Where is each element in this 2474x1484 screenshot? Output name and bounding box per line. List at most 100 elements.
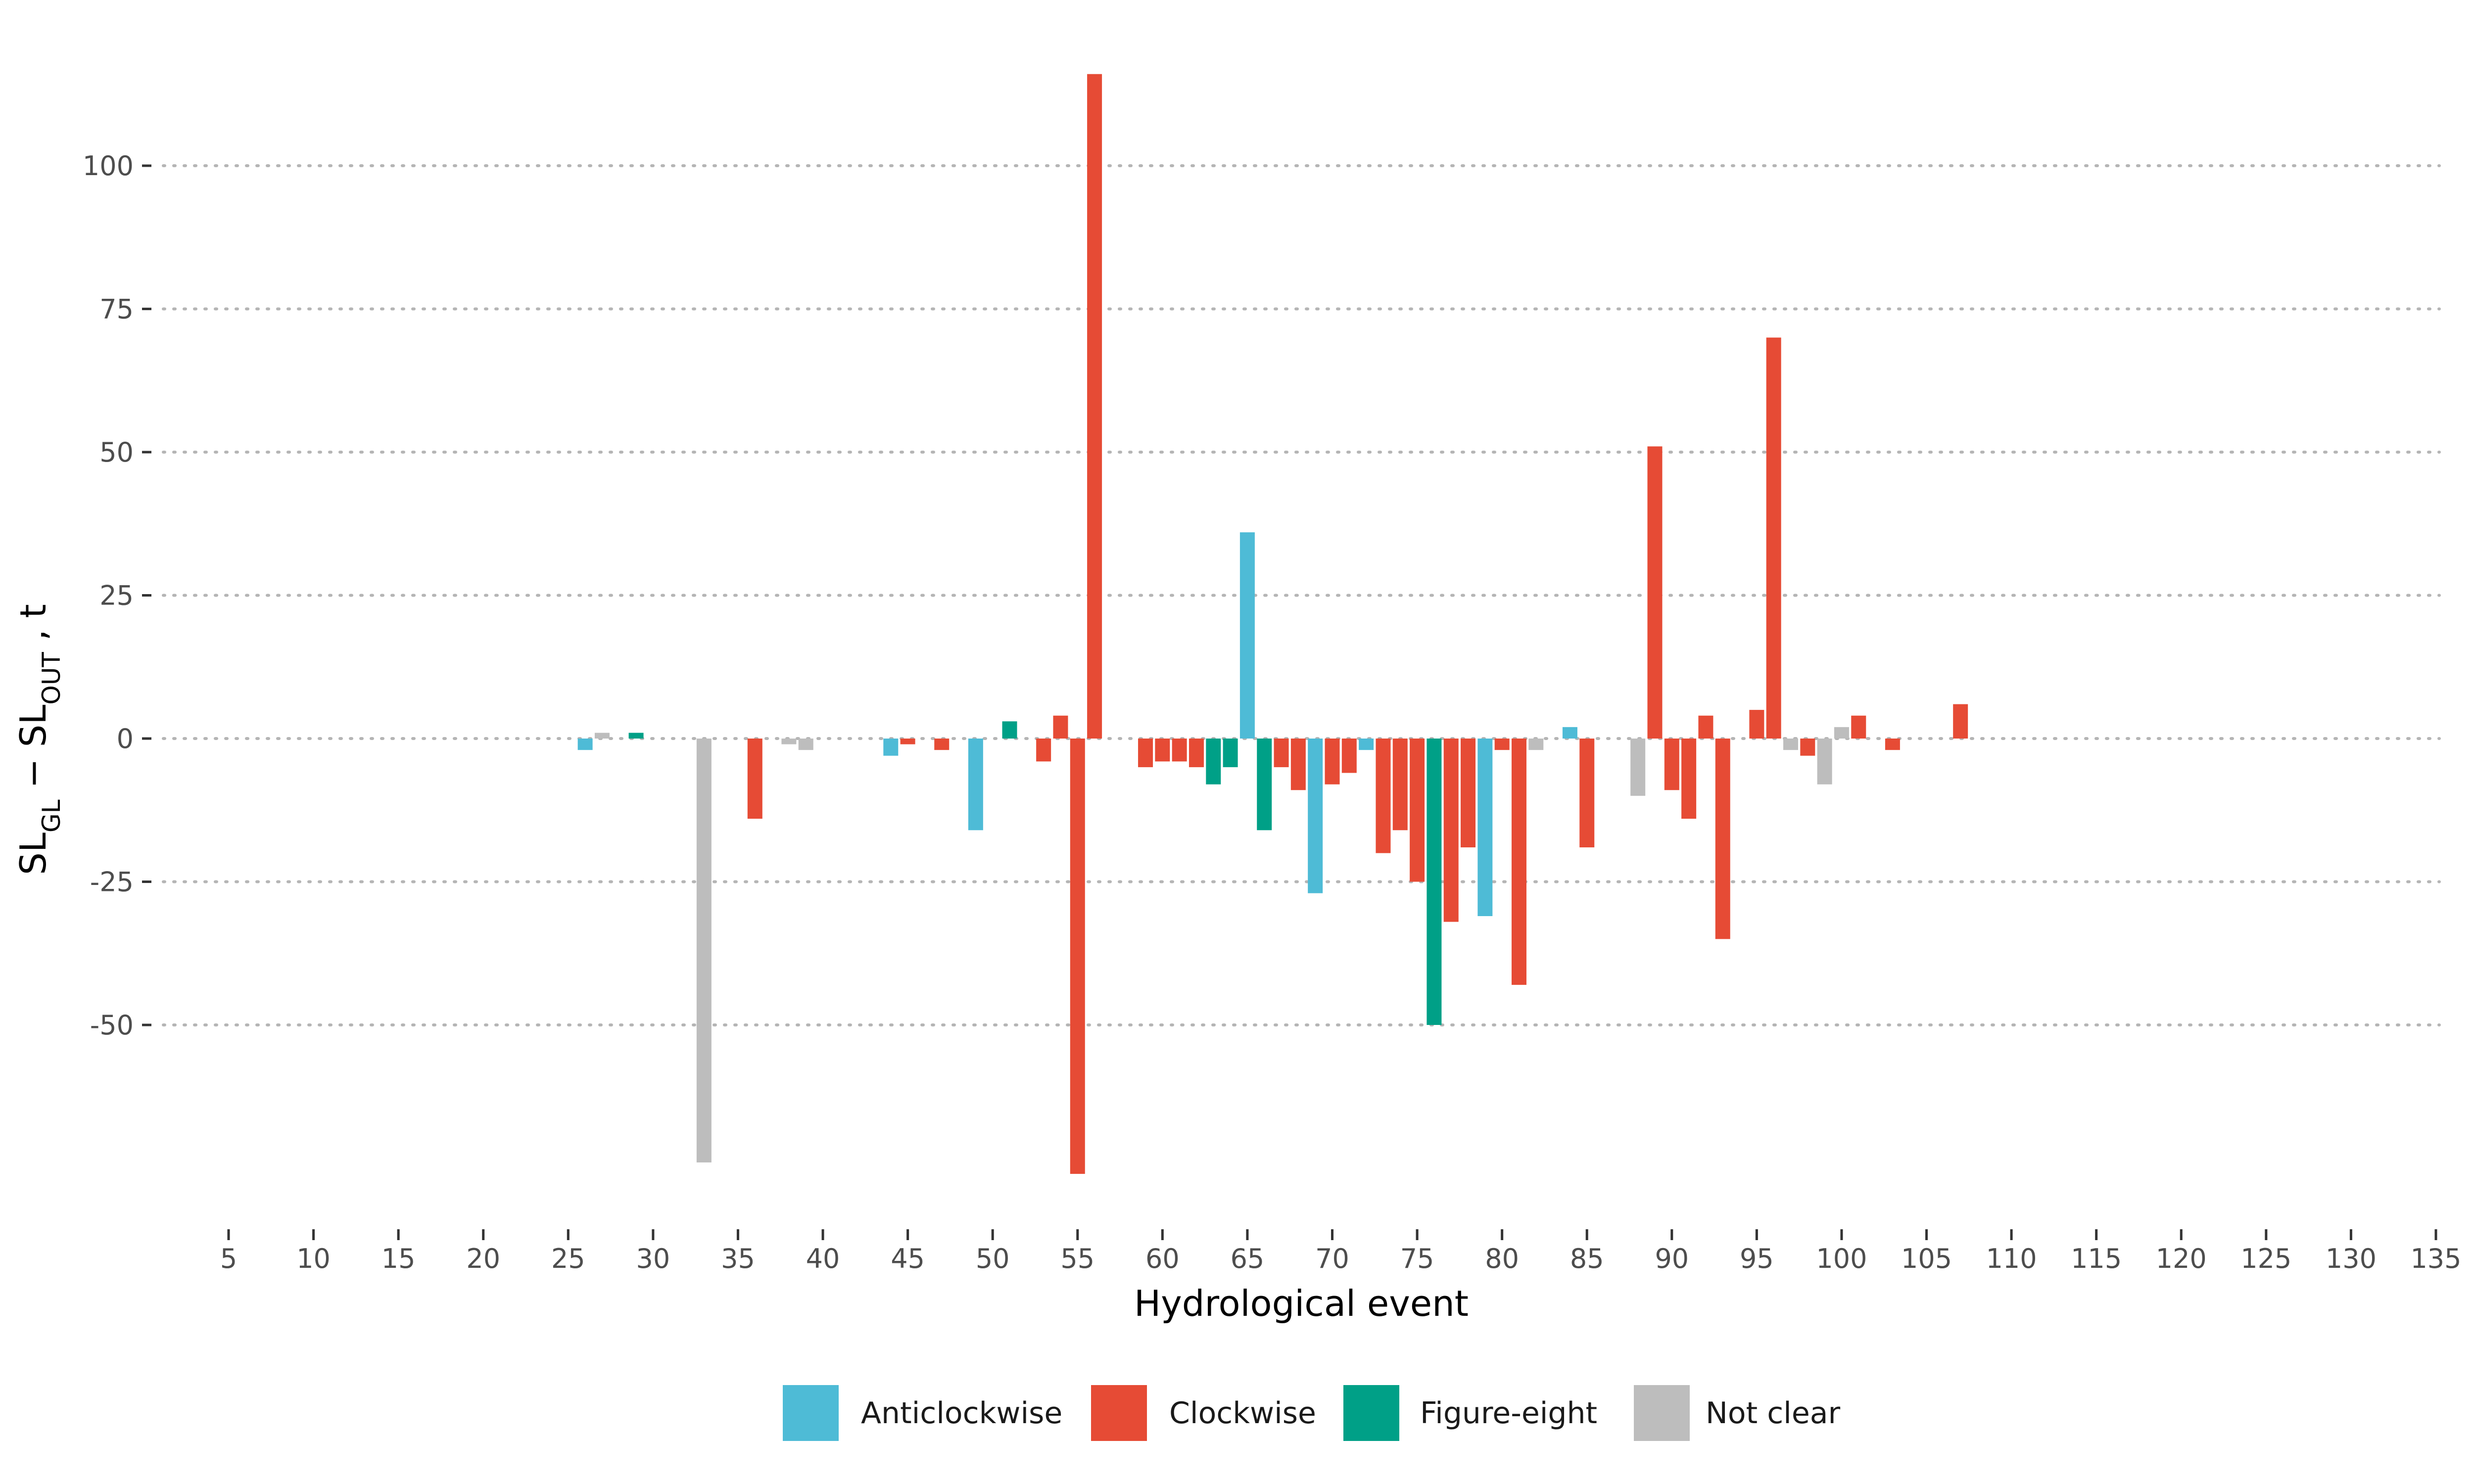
y-axis-title-sub1: GL: [37, 799, 66, 833]
y-axis-title-base1: SL: [12, 833, 54, 875]
x-tick-label: 115: [2071, 1243, 2122, 1274]
svg-text:SLGL − SLOUT , t: SLGL − SLOUT , t: [12, 604, 66, 875]
legend-label-not-clear: Not clear: [1706, 1396, 1841, 1431]
bar-event-82-not-clear: [1528, 739, 1544, 750]
x-axis-ticks: 5 10 15 20 25 30 35 40 45 50 55 60 65 70 75 80 85 90 95 100…: [220, 1229, 2462, 1274]
bar-event-68-clockwise: [1290, 739, 1306, 790]
bar-event-76-figure-eight: [1427, 739, 1442, 1025]
bar-event-27-not-clear: [594, 733, 610, 739]
bar-event-61-clockwise: [1172, 739, 1187, 762]
x-tick-label: 100: [1816, 1243, 1867, 1274]
bar-event-71-clockwise: [1341, 739, 1357, 773]
bar-event-33-not-clear: [696, 739, 712, 1162]
legend-label-clockwise: Clockwise: [1169, 1396, 1316, 1431]
bar-event-60-clockwise: [1155, 739, 1170, 762]
x-tick-label: 75: [1400, 1243, 1434, 1274]
bar-event-73-clockwise: [1376, 739, 1391, 853]
bar-event-65-anticlockwise: [1239, 532, 1255, 739]
bar-event-64-figure-eight: [1223, 739, 1238, 767]
y-axis-title-operator: −: [12, 747, 54, 799]
bar-layer: [577, 74, 1968, 1174]
bar-event-85-clockwise: [1579, 739, 1595, 848]
x-tick-label: 10: [296, 1243, 331, 1274]
x-tick-label: 120: [2156, 1243, 2207, 1274]
bar-event-62-clockwise: [1189, 739, 1204, 767]
x-tick-label: 85: [1570, 1243, 1604, 1274]
bar-event-81-clockwise: [1511, 739, 1526, 985]
bar-event-78-clockwise: [1461, 739, 1476, 848]
bar-event-36-clockwise: [747, 739, 762, 819]
bar-event-97-not-clear: [1783, 739, 1799, 750]
legend-item-not-clear: Not clear: [1634, 1385, 1841, 1441]
bar-event-55-clockwise: [1070, 739, 1085, 1174]
x-tick-label: 80: [1485, 1243, 1519, 1274]
y-axis-title: SLGL − SLOUT , t: [12, 604, 66, 875]
bar-event-29-figure-eight: [628, 733, 644, 739]
bar-event-39-not-clear: [798, 739, 813, 750]
x-tick-label: 20: [466, 1243, 500, 1274]
bar-event-90-clockwise: [1664, 739, 1679, 790]
x-axis-title: Hydrological event: [1134, 1283, 1469, 1324]
x-tick-label: 50: [976, 1243, 1010, 1274]
legend-swatch-anticlockwise: [783, 1385, 839, 1441]
y-tick-label: 25: [99, 580, 134, 611]
x-tick-label: 15: [381, 1243, 416, 1274]
bar-event-49-anticlockwise: [968, 739, 983, 831]
bar-event-47-clockwise: [934, 739, 950, 750]
legend-item-anticlockwise: Anticlockwise: [783, 1385, 1062, 1441]
bar-event-88-not-clear: [1630, 739, 1646, 796]
x-tick-label: 55: [1060, 1243, 1094, 1274]
y-tick-label: 75: [99, 294, 134, 325]
legend-swatch-not-clear: [1634, 1385, 1690, 1441]
bar-event-95-clockwise: [1749, 710, 1764, 739]
bar-event-70-clockwise: [1325, 739, 1340, 785]
x-tick-label: 135: [2410, 1243, 2461, 1274]
bar-event-69-anticlockwise: [1308, 739, 1323, 893]
bar-event-79-anticlockwise: [1477, 739, 1493, 916]
bar-event-103-clockwise: [1885, 739, 1900, 750]
x-tick-label: 30: [636, 1243, 670, 1274]
x-tick-label: 70: [1315, 1243, 1349, 1274]
y-tick-label: 0: [117, 723, 134, 754]
x-tick-label: 110: [1986, 1243, 2037, 1274]
x-tick-label: 105: [1901, 1243, 1952, 1274]
y-tick-label: -50: [90, 1010, 134, 1041]
bar-event-96-clockwise: [1766, 337, 1781, 739]
legend: Anticlockwise Clockwise Figure-eight Not…: [783, 1385, 1841, 1441]
bar-event-99-not-clear: [1817, 739, 1832, 785]
bar-event-53-clockwise: [1036, 739, 1051, 762]
grid-layer: [162, 164, 2441, 1026]
y-tick-label: 50: [99, 437, 134, 468]
x-tick-label: 40: [806, 1243, 840, 1274]
bar-event-67-clockwise: [1274, 739, 1289, 767]
bar-event-101-clockwise: [1851, 715, 1866, 739]
y-tick-label: 100: [83, 150, 134, 182]
legend-swatch-clockwise: [1091, 1385, 1147, 1441]
bar-event-59-clockwise: [1138, 739, 1153, 767]
y-tick-label: -25: [90, 867, 134, 898]
y-axis-title-unit: , t: [12, 604, 54, 652]
bar-event-91-clockwise: [1681, 739, 1697, 819]
bar-event-45-clockwise: [900, 739, 915, 744]
y-axis-ticks: -50 -25 0 25 50 75 100: [83, 150, 151, 1041]
bar-event-107-clockwise: [1953, 704, 1968, 739]
bar-event-51-figure-eight: [1002, 721, 1017, 739]
bar-event-63-figure-eight: [1206, 739, 1221, 785]
bar-event-38-not-clear: [781, 739, 797, 744]
bar-event-80-clockwise: [1494, 739, 1510, 750]
x-tick-label: 60: [1145, 1243, 1180, 1274]
x-tick-label: 125: [2240, 1243, 2291, 1274]
bar-event-77-clockwise: [1443, 739, 1459, 922]
x-tick-label: 45: [891, 1243, 925, 1274]
x-tick-label: 95: [1740, 1243, 1774, 1274]
legend-item-figure-eight: Figure-eight: [1343, 1385, 1597, 1441]
bar-event-84-anticlockwise: [1562, 727, 1577, 739]
bar-event-89-clockwise: [1647, 446, 1663, 739]
legend-label-anticlockwise: Anticlockwise: [861, 1396, 1062, 1431]
x-tick-label: 90: [1655, 1243, 1689, 1274]
bar-event-54-clockwise: [1053, 715, 1068, 739]
bar-event-74-clockwise: [1392, 739, 1408, 831]
bar-event-100-not-clear: [1834, 727, 1849, 739]
